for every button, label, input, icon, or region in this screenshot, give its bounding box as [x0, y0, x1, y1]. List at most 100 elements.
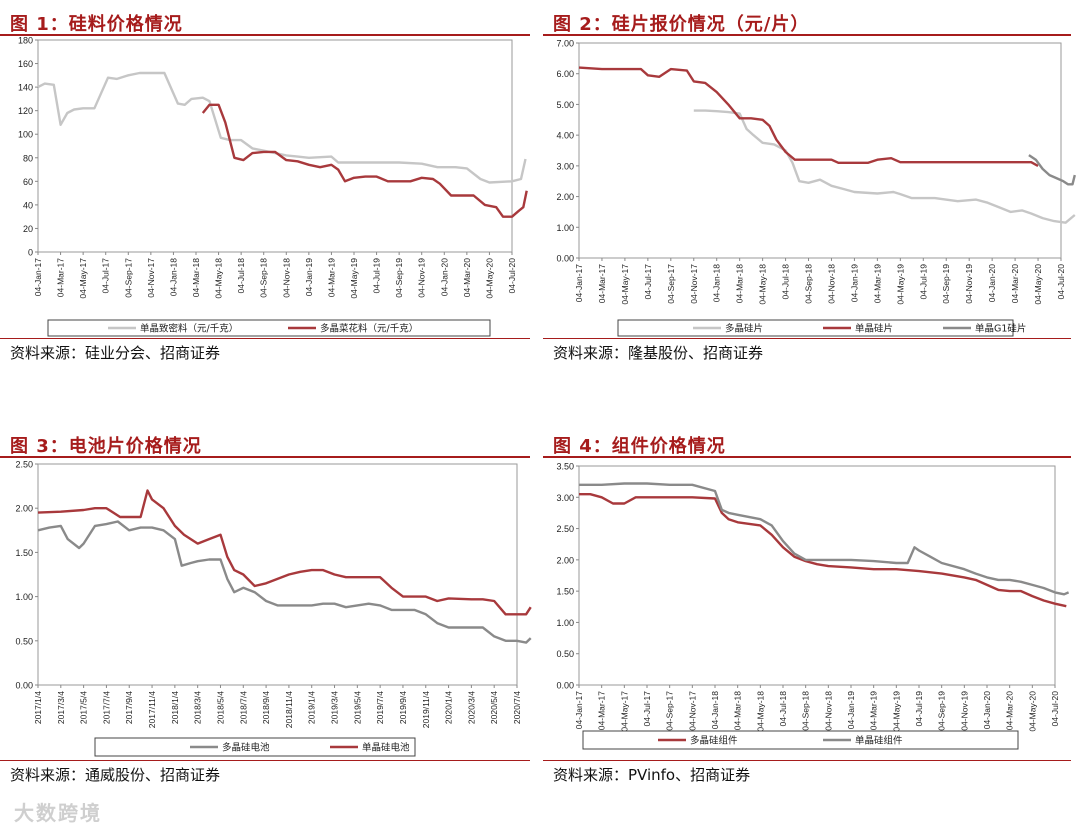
- y-tick-label: 4.00: [556, 131, 574, 141]
- x-tick-label: 04-Mar-19: [326, 258, 336, 297]
- y-tick-label: 40: [23, 200, 33, 210]
- x-tick-label: 04-Mar-18: [735, 264, 745, 303]
- x-tick-label: 04-Mar-17: [56, 258, 66, 297]
- panel-3-source-rule: [0, 760, 530, 761]
- x-tick-label: 04-Sep-19: [941, 264, 951, 304]
- chart-1: 0 20 40 60 80 100 120 140 160 180 04-Jan-17 04-Mar-…: [18, 36, 528, 337]
- x-tick-label: 04-Mar-17: [597, 691, 607, 730]
- x-tick-label: 2017/1/4: [33, 691, 43, 724]
- panel-3-rule: [0, 456, 530, 458]
- x-tick-label: 04-May-18: [755, 691, 765, 732]
- x-tick-label: 04-May-20: [1033, 264, 1043, 305]
- panel-4-source: 资料来源：PVinfo、招商证券: [553, 766, 751, 784]
- y-tick-label: 0.50: [15, 636, 33, 646]
- x-tick-label: 04-Jul-20: [1050, 691, 1060, 727]
- x-tick-label: 04-Jan-19: [849, 264, 859, 303]
- x-tick-label: 04-Jul-20: [1056, 264, 1066, 300]
- x-tick-label: 04-Jan-18: [712, 264, 722, 303]
- panel-modules: 图 4：组件价格情况 0.00 0.50 1.00 1.50 2.00 2.50 3.00 3…: [543, 422, 1071, 792]
- x-tick-label: 04-Nov-18: [281, 258, 291, 298]
- y-tick-label: 60: [23, 177, 33, 187]
- legend-box: [47, 319, 491, 337]
- x-tick-label: 2018/7/4: [238, 691, 248, 724]
- x-tick-label: 04-Mar-19: [872, 264, 882, 303]
- x-tick-label: 04-Jan-20: [987, 264, 997, 303]
- panel-wafer: 图 2：硅片报价情况（元/片） 0.00 1.00 2.00 3.00 4.00 5.00…: [543, 0, 1076, 380]
- x-tick-label: 2017/5/4: [79, 691, 89, 724]
- x-tick-label: 2019/7/4: [375, 691, 385, 724]
- series-line-3: [1028, 154, 1076, 186]
- y-tick-label: 100: [18, 130, 33, 140]
- x-tick-label: 04-Jul-18: [778, 691, 788, 727]
- x-tick-label: 04-Sep-18: [804, 264, 814, 304]
- x-tick-label: 04-Sep-17: [123, 258, 133, 298]
- watermark-logo: 大数跨境: [14, 801, 102, 825]
- x-tick-label: 2017/11/4: [147, 691, 157, 728]
- y-tick-label: 160: [18, 59, 33, 69]
- legend-box: [617, 319, 1014, 337]
- x-tick-label: 04-Sep-18: [259, 258, 269, 298]
- chart-3: 0.00 0.50 1.00 1.50 2.00 2.50 2017/1/4 2017/3/4…: [15, 460, 532, 757]
- x-tick-label: 04-May-17: [619, 691, 629, 732]
- x-tick-label: 04-Jul-17: [101, 258, 111, 294]
- x-tick-label: 04-Sep-17: [666, 264, 676, 304]
- y-tick-label: 2.00: [556, 555, 574, 565]
- x-tick-label: 04-Jan-17: [574, 691, 584, 730]
- panel-2-title: 图 2：硅片报价情况（元/片）: [553, 14, 810, 35]
- y-tick-label: 1.50: [556, 587, 574, 597]
- x-tick-label: 04-Jul-18: [236, 258, 246, 294]
- chart-4: 0.00 0.50 1.00 1.50 2.00 2.50 3.00 3.50 04-Jan-1…: [556, 462, 1070, 750]
- x-tick-label: 04-May-17: [78, 258, 88, 299]
- plot-frame: [578, 465, 1056, 686]
- x-tick-label: 04-May-19: [891, 691, 901, 732]
- panel-2-rule: [543, 34, 1071, 36]
- x-tick-label: 04-Nov-17: [146, 258, 156, 298]
- x-tick-label: 04-Jan-20: [439, 258, 449, 297]
- y-tick-label: 7.00: [556, 39, 574, 49]
- x-tick-label: 04-Mar-20: [462, 258, 472, 297]
- x-tick-label: 04-Jan-19: [304, 258, 314, 297]
- x-tick-label: 04-May-18: [758, 264, 768, 305]
- x-tick-label: 04-Sep-19: [394, 258, 404, 298]
- x-tick-label: 2018/11/4: [284, 691, 294, 728]
- x-tick-label: 04-May-19: [895, 264, 905, 305]
- x-tick-label: 04-Nov-18: [826, 264, 836, 304]
- x-tick-label: 04-May-18: [214, 258, 224, 299]
- x-tick-label: 04-Jan-18: [710, 691, 720, 730]
- y-tick-label: 6.00: [556, 69, 574, 79]
- series-line-2: [579, 482, 1070, 596]
- series-line-1: [693, 109, 1076, 224]
- legend-label: 单晶硅片: [855, 323, 893, 335]
- panel-silicon-material: 图 1：硅料价格情况 0 20 40 60 80 100 120 140 160 180 04-Ja…: [0, 0, 530, 380]
- x-tick-label: 04-Jan-17: [574, 264, 584, 303]
- x-tick-label: 2020/1/4: [444, 691, 454, 724]
- x-tick-label: 04-Mar-18: [191, 258, 201, 297]
- x-tick-label: 2018/3/4: [193, 691, 203, 724]
- y-tick-label: 0.50: [556, 649, 574, 659]
- y-tick-label: 1.00: [15, 592, 33, 602]
- x-tick-label: 04-Mar-19: [869, 691, 879, 730]
- y-tick-label: 120: [18, 106, 33, 116]
- x-tick-label: 2019/9/4: [398, 691, 408, 724]
- panel-cells: 图 3：电池片价格情况 0.00 0.50 1.00 1.50 2.00 2.50 2017…: [0, 422, 532, 792]
- x-tick-label: 2019/5/4: [352, 691, 362, 724]
- x-tick-label: 04-Jul-19: [918, 264, 928, 300]
- legend-label: 多晶硅片: [725, 323, 763, 335]
- x-tick-label: 04-Jan-20: [982, 691, 992, 730]
- series-line-2: [37, 489, 532, 616]
- y-tick-label: 2.50: [556, 524, 574, 534]
- x-tick-label: 2018/9/4: [261, 691, 271, 724]
- y-tick-label: 20: [23, 224, 33, 234]
- panel-2-source: 资料来源：隆基股份、招商证券: [553, 344, 764, 362]
- x-tick-label: 04-Sep-19: [937, 691, 947, 731]
- legend-label: 单晶致密料（元/千克）: [140, 323, 238, 335]
- y-tick-label: 0.00: [556, 254, 574, 264]
- y-tick-label: 80: [23, 153, 33, 163]
- x-tick-label: 04-Jul-19: [372, 258, 382, 294]
- series-line-2: [201, 103, 528, 218]
- panel-1-rule: [0, 34, 530, 36]
- y-tick-label: 2.00: [15, 504, 33, 514]
- x-tick-label: 2017/9/4: [124, 691, 134, 724]
- x-tick-label: 04-Jul-17: [643, 264, 653, 300]
- x-tick-label: 2018/5/4: [215, 691, 225, 724]
